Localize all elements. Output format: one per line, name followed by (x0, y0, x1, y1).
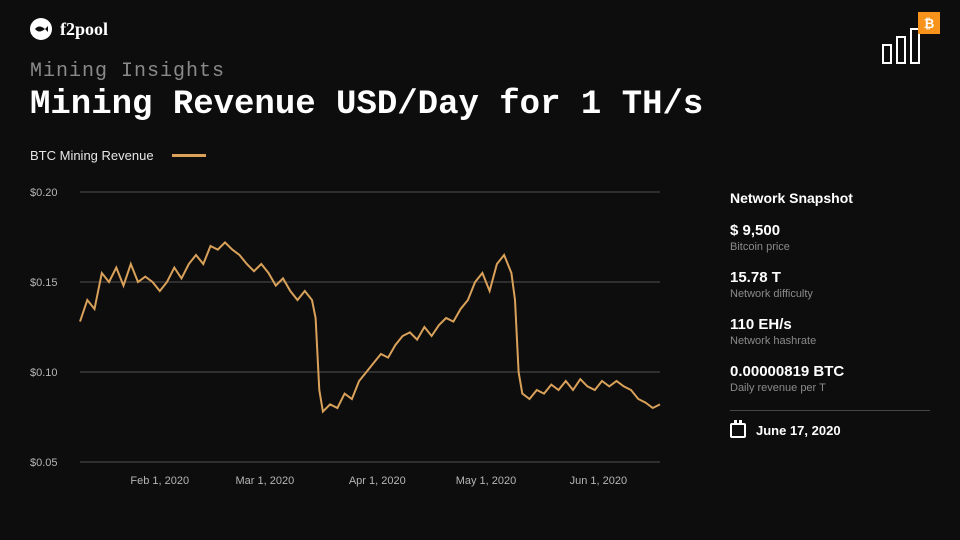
svg-text:Feb 1, 2020: Feb 1, 2020 (130, 475, 189, 487)
stat-value: 0.00000819 BTC (730, 363, 930, 380)
calendar-icon (730, 423, 746, 438)
snapshot-stat: 110 EH/s Network hashrate (730, 316, 930, 347)
page-title: Mining Revenue USD/Day for 1 TH/s (30, 86, 703, 124)
svg-text:Mar 1, 2020: Mar 1, 2020 (236, 475, 295, 487)
snapshot-date: June 17, 2020 (730, 423, 930, 438)
svg-text:$0.20: $0.20 (30, 187, 58, 199)
stat-value: $ 9,500 (730, 222, 930, 239)
divider (730, 410, 930, 411)
svg-text:$0.10: $0.10 (30, 367, 58, 379)
stat-label: Bitcoin price (730, 241, 930, 253)
legend-label: BTC Mining Revenue (30, 148, 154, 163)
snapshot-stat: 0.00000819 BTC Daily revenue per T (730, 363, 930, 394)
snapshot-stat: $ 9,500 Bitcoin price (730, 222, 930, 253)
insights-badge-icon: ₿ (882, 18, 930, 64)
stat-label: Network difficulty (730, 288, 930, 300)
legend-swatch (172, 154, 206, 157)
network-snapshot-panel: Network Snapshot $ 9,500 Bitcoin price 15.… (730, 190, 930, 438)
svg-text:$0.05: $0.05 (30, 457, 58, 469)
svg-text:$0.15: $0.15 (30, 277, 58, 289)
svg-text:May 1, 2020: May 1, 2020 (456, 475, 517, 487)
brand-logo: f2pool (30, 18, 108, 40)
brand-name: f2pool (60, 19, 108, 40)
chart-svg: $0.20 $0.15 $0.10 $0.05 Feb 1, 2020 Mar 1, 20… (30, 182, 670, 492)
snapshot-date-text: June 17, 2020 (756, 423, 841, 438)
chart-legend: BTC Mining Revenue (30, 148, 206, 163)
revenue-line-chart: $0.20 $0.15 $0.10 $0.05 Feb 1, 2020 Mar 1, 20… (30, 182, 670, 492)
fish-icon (30, 18, 52, 40)
snapshot-heading: Network Snapshot (730, 190, 930, 206)
bitcoin-icon: ₿ (918, 12, 940, 34)
svg-text:Jun 1, 2020: Jun 1, 2020 (570, 475, 628, 487)
svg-text:Apr 1, 2020: Apr 1, 2020 (349, 475, 406, 487)
stat-label: Daily revenue per T (730, 382, 930, 394)
stat-value: 110 EH/s (730, 316, 930, 333)
snapshot-stat: 15.78 T Network difficulty (730, 269, 930, 300)
stat-value: 15.78 T (730, 269, 930, 286)
stat-label: Network hashrate (730, 335, 930, 347)
page-subtitle: Mining Insights (30, 60, 225, 83)
